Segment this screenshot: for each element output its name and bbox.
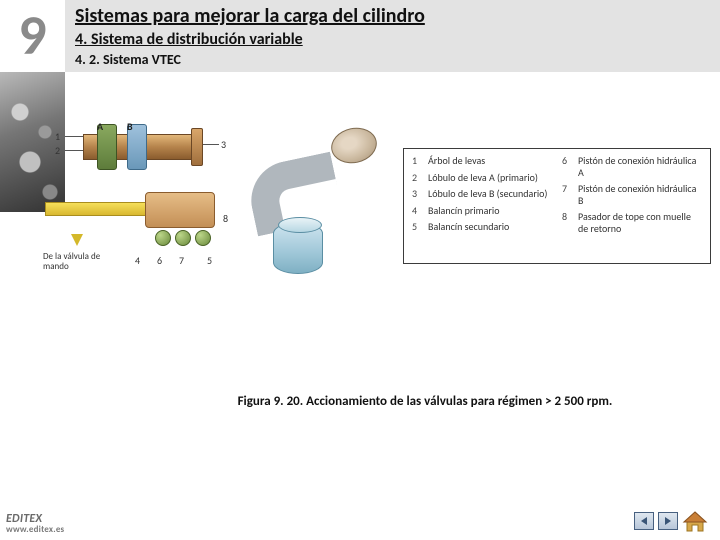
page-title: Sistemas para mejorar la carga del cilin… [75, 4, 710, 28]
legend-num: 4 [412, 205, 422, 217]
next-button[interactable] [658, 512, 678, 530]
figure-caption: Figura 9. 20. Accionamiento de las válvu… [145, 394, 705, 409]
leader-num-8: 8 [223, 212, 228, 225]
legend-text: Balancín secundario [428, 221, 552, 233]
header-bar: Sistemas para mejorar la carga del cilin… [65, 0, 720, 72]
legend-num: 6 [562, 155, 572, 178]
legend-text: Lóbulo de leva B (secundario) [428, 188, 552, 200]
leader-2 [65, 150, 83, 151]
leader-num-3: 3 [221, 138, 226, 151]
nav-controls [634, 510, 708, 532]
flow-arrow-icon [71, 234, 83, 246]
leader-num-2: 2 [55, 144, 60, 157]
legend-text: Balancín primario [428, 205, 552, 217]
label-lobe-b: B [127, 120, 133, 133]
leader-num-1: 1 [55, 130, 60, 143]
valve-source-label: De la válvula de mando [43, 252, 115, 272]
legend-num: 1 [412, 155, 422, 167]
camshaft [83, 128, 203, 168]
legend-item: 7 Pistón de conexión hidráulica B [562, 183, 702, 206]
legend-num: 3 [412, 188, 422, 200]
leader-num-7: 7 [179, 254, 184, 267]
leader-1 [65, 136, 83, 137]
legend-num: 5 [412, 221, 422, 233]
prev-button[interactable] [634, 512, 654, 530]
legend-col-1: 1 Árbol de levas 2 Lóbulo de leva A (prima… [412, 155, 552, 257]
legend-num: 2 [412, 172, 422, 184]
legend-item: 8 Pasador de tope con muelle de retorno [562, 211, 702, 234]
leader-num-6: 6 [157, 254, 162, 267]
shaft-end [191, 128, 203, 166]
legend-item: 4 Balancín primario [412, 205, 552, 217]
home-button[interactable] [682, 510, 708, 532]
intake-elbow [250, 160, 350, 220]
cylinder-drum [273, 222, 323, 274]
figure-legend: 1 Árbol de levas 2 Lóbulo de leva A (prima… [403, 148, 711, 264]
legend-col-2: 6 Pistón de conexión hidráulica A 7 Pistón… [562, 155, 702, 257]
legend-item: 6 Pistón de conexión hidráulica A [562, 155, 702, 178]
chapter-number: 9 [0, 0, 65, 72]
figure-9-20: A B 1 2 3 De la válvula de mando 4 5 6 7… [25, 120, 720, 340]
legend-item: 5 Balancín secundario [412, 221, 552, 233]
rocker-assembly: De la válvula de mando 4 5 6 7 8 [45, 182, 223, 282]
label-lobe-a: A [97, 120, 103, 133]
hydraulic-pin-b [175, 230, 191, 246]
legend-item: 1 Árbol de levas [412, 155, 552, 167]
publisher-logo: EDITEX www.editex.es [6, 513, 64, 534]
page-subtitle: 4. Sistema de distribución variable [75, 30, 710, 49]
legend-text: Pistón de conexión hidráulica A [578, 155, 702, 178]
hydraulic-pin-a [155, 230, 171, 246]
leader-num-5: 5 [207, 254, 212, 267]
legend-text: Árbol de levas [428, 155, 552, 167]
legend-num: 7 [562, 183, 572, 206]
legend-text: Pistón de conexión hidráulica B [578, 183, 702, 206]
intake-pipe-diagram [235, 130, 395, 270]
leader-3 [203, 144, 219, 145]
legend-num: 8 [562, 211, 572, 234]
triangle-right-icon [663, 516, 673, 526]
triangle-left-icon [639, 516, 649, 526]
publisher-url: www.editex.es [6, 525, 64, 534]
rocker-plate [145, 192, 215, 228]
legend-text: Pasador de tope con muelle de retorno [578, 211, 702, 234]
camshaft-diagram: A B 1 2 3 De la válvula de mando 4 5 6 7… [25, 120, 225, 290]
content-area: A B 1 2 3 De la válvula de mando 4 5 6 7… [65, 72, 720, 540]
page-subsubtitle: 4. 2. Sistema VTEC [75, 51, 710, 68]
home-icon [682, 510, 708, 532]
stop-pin [195, 230, 211, 246]
legend-text: Lóbulo de leva A (primario) [428, 172, 552, 184]
legend-item: 3 Lóbulo de leva B (secundario) [412, 188, 552, 200]
leader-num-4: 4 [135, 254, 140, 267]
legend-item: 2 Lóbulo de leva A (primario) [412, 172, 552, 184]
